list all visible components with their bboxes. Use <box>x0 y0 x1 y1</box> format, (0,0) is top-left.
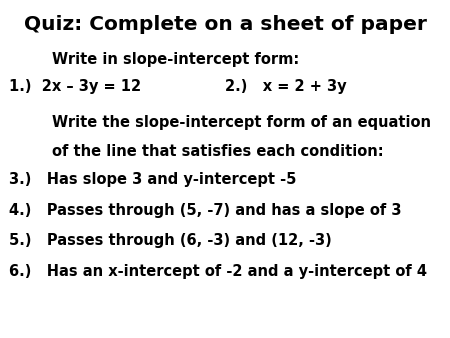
Text: Write the slope-intercept form of an equation: Write the slope-intercept form of an equ… <box>52 115 431 130</box>
Text: 3.)   Has slope 3 and y-intercept -5: 3.) Has slope 3 and y-intercept -5 <box>9 172 297 187</box>
Text: Write in slope-intercept form:: Write in slope-intercept form: <box>52 52 299 67</box>
Text: Quiz: Complete on a sheet of paper: Quiz: Complete on a sheet of paper <box>23 15 427 34</box>
Text: 1.)  2x – 3y = 12: 1.) 2x – 3y = 12 <box>9 79 141 94</box>
Text: 4.)   Passes through (5, -7) and has a slope of 3: 4.) Passes through (5, -7) and has a slo… <box>9 203 401 218</box>
Text: 2.)   x = 2 + 3y: 2.) x = 2 + 3y <box>225 79 346 94</box>
Text: 5.)   Passes through (6, -3) and (12, -3): 5.) Passes through (6, -3) and (12, -3) <box>9 233 332 248</box>
Text: of the line that satisfies each condition:: of the line that satisfies each conditio… <box>52 144 383 159</box>
Text: 6.)   Has an x-intercept of -2 and a y-intercept of 4: 6.) Has an x-intercept of -2 and a y-int… <box>9 264 427 279</box>
